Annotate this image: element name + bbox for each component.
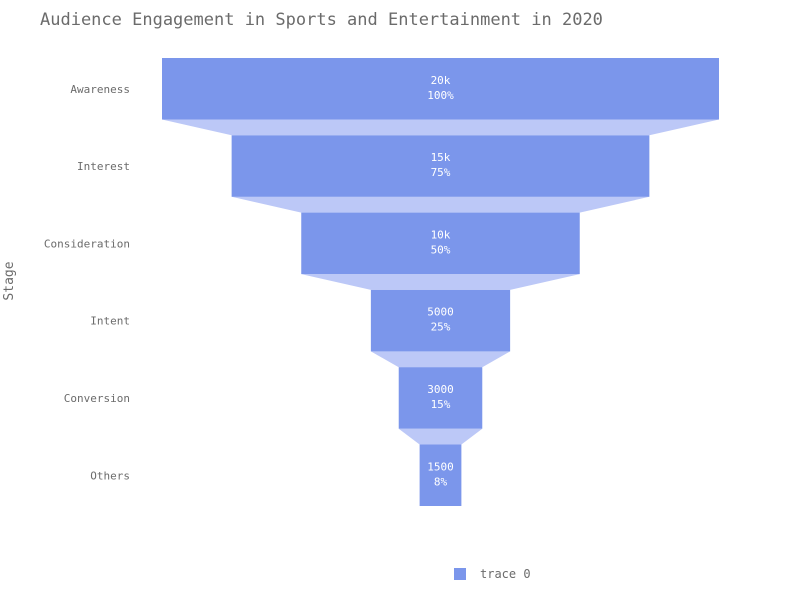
chart-title: Audience Engagement in Sports and Entert… <box>40 10 603 30</box>
stage-labels: Awareness Interest Consideration Intent Conv… <box>44 83 130 483</box>
funnel-bar-awareness[interactable] <box>162 58 719 120</box>
bar-percent-label: 75% <box>431 166 451 179</box>
funnel-bar-consideration[interactable] <box>301 212 580 275</box>
bar-percent-label: 100% <box>427 89 454 102</box>
bar-value-label: 10k <box>431 228 451 241</box>
funnel-bar-intent[interactable] <box>370 289 511 352</box>
bar-percent-label: 50% <box>431 243 451 256</box>
funnel-connector <box>370 351 511 368</box>
bar-percent-label: 8% <box>434 475 448 488</box>
funnel-bar-conversion[interactable] <box>398 367 483 429</box>
funnel-bar-interest[interactable] <box>231 135 650 197</box>
funnel-connectors <box>162 119 719 445</box>
stage-label-interest: Interest <box>77 160 130 173</box>
legend[interactable]: trace 0 <box>454 567 531 581</box>
stage-label-consideration: Consideration <box>44 237 130 250</box>
legend-label: trace 0 <box>480 567 531 581</box>
bar-value-label: 20k <box>431 74 451 87</box>
bar-percent-label: 15% <box>431 398 451 411</box>
bar-percent-label: 25% <box>431 321 451 334</box>
y-axis-title: Stage <box>2 261 17 300</box>
funnel-connector <box>231 196 650 213</box>
bar-value-label: 5000 <box>427 306 454 319</box>
funnel-connector <box>301 274 580 290</box>
stage-label-conversion: Conversion <box>64 392 130 405</box>
stage-label-awareness: Awareness <box>70 83 130 96</box>
bar-value-label: 15k <box>431 151 451 164</box>
bar-value-label: 1500 <box>427 460 454 473</box>
funnel-connector <box>398 428 483 445</box>
stage-label-others: Others <box>90 469 130 482</box>
funnel-bar-others[interactable] <box>419 444 462 507</box>
bar-value-label: 3000 <box>427 383 454 396</box>
funnel-connector <box>162 119 719 136</box>
stage-label-intent: Intent <box>90 315 130 328</box>
funnel-bars: 20k 100% 15k 75% 10k 50% 5000 25% 3000 15% 1500 8% <box>162 58 719 506</box>
legend-swatch <box>454 568 466 580</box>
